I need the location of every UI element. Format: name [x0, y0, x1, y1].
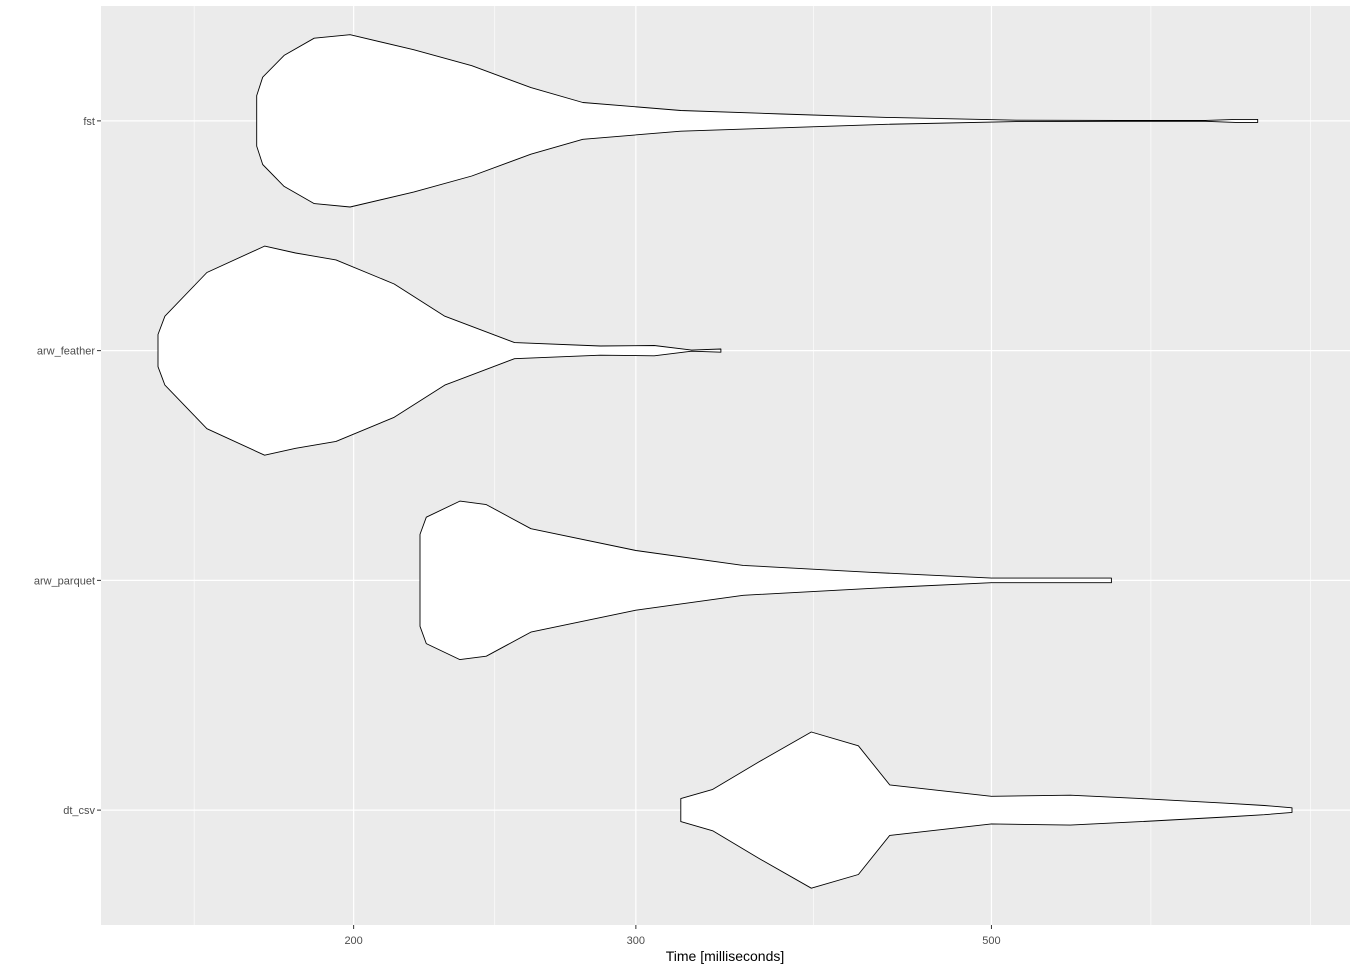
- y-tick-label: dt_csv: [63, 805, 95, 817]
- y-tick-label: fst: [83, 116, 95, 128]
- y-axis: fst arw_feather arw_parquet dt_csv: [34, 116, 101, 817]
- x-tick-label: 300: [627, 935, 645, 947]
- violins: [157, 34, 1293, 889]
- violin-fst: [256, 34, 1259, 208]
- y-tick-label: arw_parquet: [34, 575, 95, 587]
- y-tick-label: arw_feather: [37, 346, 95, 358]
- violin-arw-parquet: [419, 500, 1112, 661]
- violin-arw-feather: [157, 245, 722, 456]
- x-tick-label: 500: [982, 935, 1000, 947]
- x-axis: 200 300 500: [344, 925, 1001, 947]
- violin-dt-csv: [680, 731, 1293, 889]
- x-axis-title: Time [milliseconds]: [666, 948, 785, 964]
- x-tick-label: 200: [344, 935, 362, 947]
